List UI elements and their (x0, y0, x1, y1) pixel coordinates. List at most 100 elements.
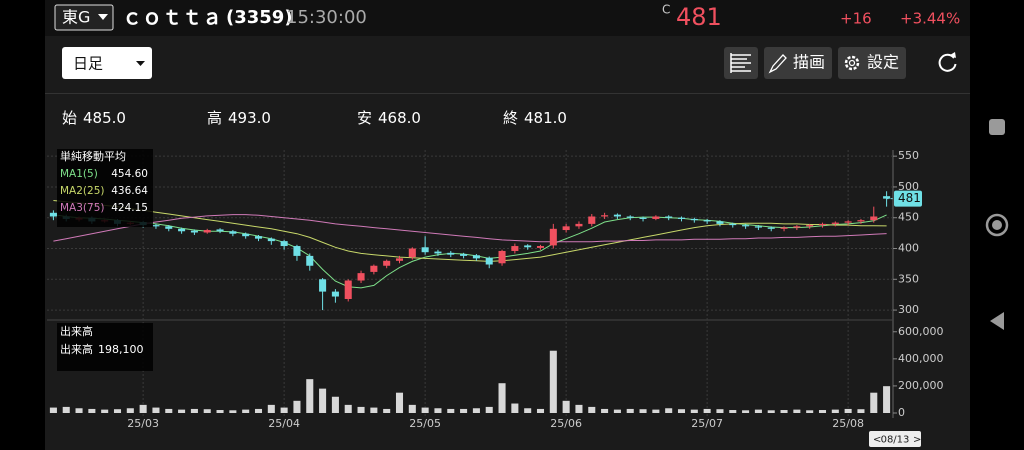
volume-bar (652, 409, 660, 413)
candle-body (831, 222, 839, 224)
legend-value: 454.60 (111, 168, 148, 180)
legend-name: MA2(25) (60, 185, 104, 197)
candle-body (447, 252, 455, 255)
period-button[interactable] (62, 47, 152, 79)
volume-bar (498, 383, 506, 413)
volume-bar (357, 406, 365, 413)
y-tick-label: 400,000 (898, 352, 944, 365)
volume-bar (203, 409, 211, 413)
candle-body (190, 230, 198, 233)
volume-bar (818, 410, 827, 413)
candle-body (472, 255, 480, 259)
candle-body (395, 258, 404, 261)
volume-bar (395, 392, 404, 413)
volume-bar (344, 404, 352, 413)
indicator-icon (730, 53, 751, 73)
ohlc-item: 始 485.0 (62, 109, 126, 127)
volume-current-title: 出来高 (60, 342, 93, 356)
candle-body (677, 217, 686, 219)
candle-body (536, 246, 545, 248)
volume-bar (331, 396, 339, 413)
time: 15:30:00 (286, 7, 367, 28)
ohlc-value: 468.0 (378, 109, 421, 127)
candle-body (165, 226, 173, 229)
candle-body (562, 226, 570, 231)
nav-recents[interactable] (989, 119, 1005, 135)
volume-bar (408, 404, 416, 413)
settings-label: 設定 (867, 53, 899, 72)
change: +16 (840, 10, 872, 28)
pencil-icon (768, 54, 787, 74)
last-price-tag (894, 190, 922, 207)
candle-body (242, 233, 250, 237)
volume-bar (665, 408, 673, 413)
market-dropdown[interactable] (54, 4, 114, 31)
refresh-button[interactable] (938, 53, 957, 72)
volume-bar (75, 408, 83, 413)
candle-body (498, 250, 506, 264)
volume-bar (383, 408, 391, 413)
volume-bar (883, 386, 891, 413)
volume-bar (126, 408, 134, 413)
candle-body (613, 214, 621, 217)
nav-home[interactable] (985, 213, 1009, 237)
y-tick-label: 450 (898, 211, 919, 224)
candle-body (690, 218, 698, 221)
candle-body (742, 225, 750, 227)
y-tick-label: 350 (898, 272, 919, 285)
candle-body (370, 265, 378, 272)
candle-body (178, 228, 186, 232)
legend-value: 436.64 (111, 185, 148, 197)
candle-body (229, 231, 237, 234)
date-marker-next: > (913, 435, 921, 446)
change-pct: +3.44% (900, 10, 960, 28)
candle-body (844, 221, 852, 223)
volume-bar (434, 408, 442, 413)
volume-current: 出来高 198,100 (60, 342, 144, 356)
volume-bar (190, 408, 198, 413)
legend-box (57, 323, 153, 371)
candle-body (870, 216, 878, 221)
volume-bar (178, 409, 186, 413)
candle-body (511, 246, 519, 251)
volume-bar (254, 408, 263, 413)
volume-bar (49, 407, 57, 413)
volume-bar (421, 407, 429, 413)
candle-body (460, 254, 468, 256)
volume-bar (113, 409, 122, 413)
ohlc-item: 終 481.0 (503, 109, 567, 127)
volume-bar (524, 408, 532, 413)
legend-name: MA3(75) (60, 202, 104, 214)
candle-body (754, 226, 762, 228)
volume-bar (601, 408, 609, 413)
volume-bar (306, 379, 314, 413)
nav-back[interactable] (990, 312, 1004, 330)
y-tick-label: 0 (898, 406, 905, 419)
nav-home-dot (992, 220, 1002, 230)
volume-bar (831, 409, 839, 413)
volume-bar (690, 409, 698, 413)
candle-body (319, 279, 327, 292)
gear-icon (844, 55, 860, 71)
ma-line (53, 214, 887, 243)
y-tick-label: 500 (898, 180, 919, 193)
y-tick-label: 400 (898, 242, 919, 255)
y-tick-label: 300 (898, 303, 919, 316)
candle-body (203, 230, 211, 233)
volume-bar (485, 406, 493, 413)
settings-button[interactable] (838, 47, 906, 79)
volume-bar (588, 406, 596, 413)
volume-bar (742, 410, 750, 413)
draw-button[interactable] (764, 47, 832, 79)
candle-body (639, 217, 647, 219)
y-tick-label: 550 (898, 149, 919, 162)
date-marker-box (869, 431, 921, 447)
date-marker-prev: < (873, 435, 881, 446)
ohlc-value: 485.0 (83, 109, 126, 127)
ma-line (53, 214, 887, 289)
ohlc-label: 安 (357, 109, 372, 127)
stock-code: (3359) (226, 7, 293, 28)
candle-body (857, 220, 865, 222)
stock-name: ｃｏｔｔａ (122, 5, 222, 29)
